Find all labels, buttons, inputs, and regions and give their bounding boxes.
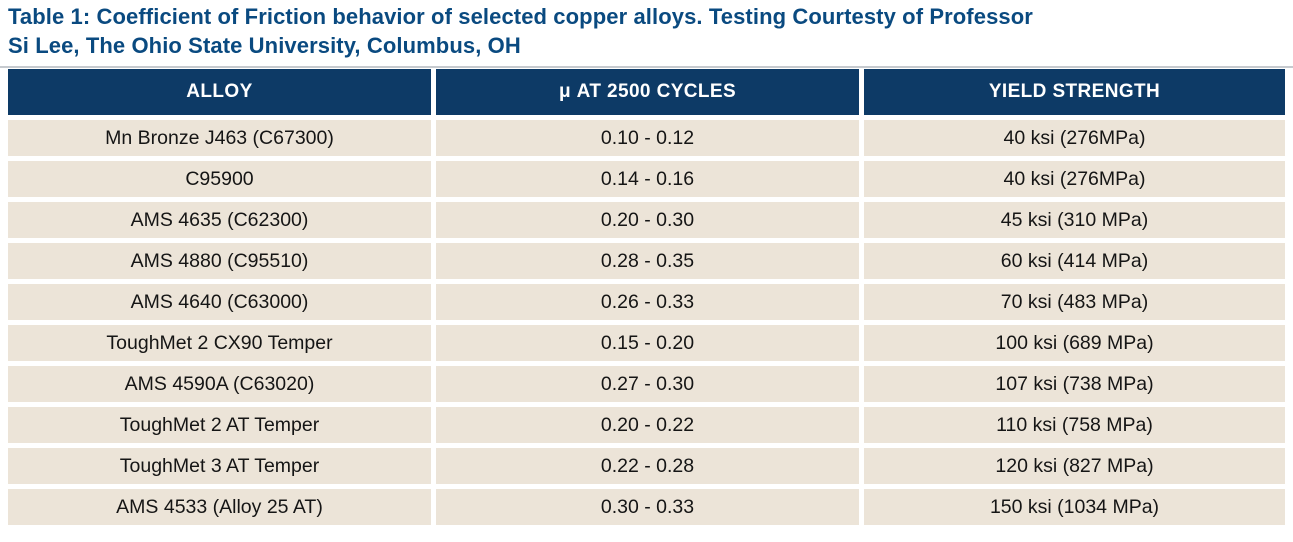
table-cell-mu-2500-cycles: 0.26 - 0.33 xyxy=(436,284,859,320)
column-header-yield-strength: YIELD STRENGTH xyxy=(864,69,1285,115)
friction-table: ALLOY μ AT 2500 CYCLES YIELD STRENGTH Mn… xyxy=(8,69,1285,525)
table-cell-alloy: ToughMet 3 AT Temper xyxy=(8,448,431,484)
table-caption-line-1: Table 1: Coefficient of Friction behavio… xyxy=(8,4,1033,29)
table-cell-alloy: AMS 4635 (C62300) xyxy=(8,202,431,238)
table-cell-yield-strength: 70 ksi (483 MPa) xyxy=(864,284,1285,320)
table-cell-alloy: AMS 4640 (C63000) xyxy=(8,284,431,320)
table-cell-mu-2500-cycles: 0.14 - 0.16 xyxy=(436,161,859,197)
table-cell-alloy: AMS 4533 (Alloy 25 AT) xyxy=(8,489,431,525)
table-cell-alloy: AMS 4590A (C63020) xyxy=(8,366,431,402)
table-cell-yield-strength: 107 ksi (738 MPa) xyxy=(864,366,1285,402)
table-cell-yield-strength: 120 ksi (827 MPa) xyxy=(864,448,1285,484)
table-cell-yield-strength: 60 ksi (414 MPa) xyxy=(864,243,1285,279)
column-header-mu-at-2500-cycles: μ AT 2500 CYCLES xyxy=(436,69,859,115)
table-cell-yield-strength: 100 ksi (689 MPa) xyxy=(864,325,1285,361)
table-cell-alloy: AMS 4880 (C95510) xyxy=(8,243,431,279)
table-cell-mu-2500-cycles: 0.28 - 0.35 xyxy=(436,243,859,279)
table-cell-yield-strength: 45 ksi (310 MPa) xyxy=(864,202,1285,238)
table-cell-mu-2500-cycles: 0.10 - 0.12 xyxy=(436,120,859,156)
table-cell-mu-2500-cycles: 0.15 - 0.20 xyxy=(436,325,859,361)
table-cell-yield-strength: 110 ksi (758 MPa) xyxy=(864,407,1285,443)
table-cell-yield-strength: 40 ksi (276MPa) xyxy=(864,120,1285,156)
table-caption-line-2: Si Lee, The Ohio State University, Colum… xyxy=(8,32,521,58)
table-caption: Table 1: Coefficient of Friction behavio… xyxy=(8,3,1278,60)
table-cell-mu-2500-cycles: 0.30 - 0.33 xyxy=(436,489,859,525)
table-cell-mu-2500-cycles: 0.27 - 0.30 xyxy=(436,366,859,402)
table-cell-alloy: ToughMet 2 CX90 Temper xyxy=(8,325,431,361)
table-cell-yield-strength: 40 ksi (276MPa) xyxy=(864,161,1285,197)
table-cell-alloy: ToughMet 2 AT Temper xyxy=(8,407,431,443)
table-cell-mu-2500-cycles: 0.20 - 0.22 xyxy=(436,407,859,443)
table-cell-mu-2500-cycles: 0.20 - 0.30 xyxy=(436,202,859,238)
table-cell-alloy: Mn Bronze J463 (C67300) xyxy=(8,120,431,156)
horizontal-divider xyxy=(0,66,1293,68)
column-header-alloy: ALLOY xyxy=(8,69,431,115)
table-cell-yield-strength: 150 ksi (1034 MPa) xyxy=(864,489,1285,525)
table-cell-alloy: C95900 xyxy=(8,161,431,197)
table-cell-mu-2500-cycles: 0.22 - 0.28 xyxy=(436,448,859,484)
